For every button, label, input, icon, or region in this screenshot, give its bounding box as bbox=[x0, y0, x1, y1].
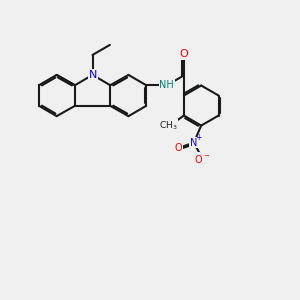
Text: O: O bbox=[179, 49, 188, 59]
Text: N: N bbox=[190, 138, 197, 148]
Text: +: + bbox=[196, 133, 202, 142]
Text: O$^-$: O$^-$ bbox=[194, 153, 210, 165]
Text: O: O bbox=[175, 143, 182, 153]
Text: NH: NH bbox=[159, 80, 174, 90]
Text: CH$_3$: CH$_3$ bbox=[159, 119, 177, 132]
Text: N: N bbox=[88, 70, 97, 80]
